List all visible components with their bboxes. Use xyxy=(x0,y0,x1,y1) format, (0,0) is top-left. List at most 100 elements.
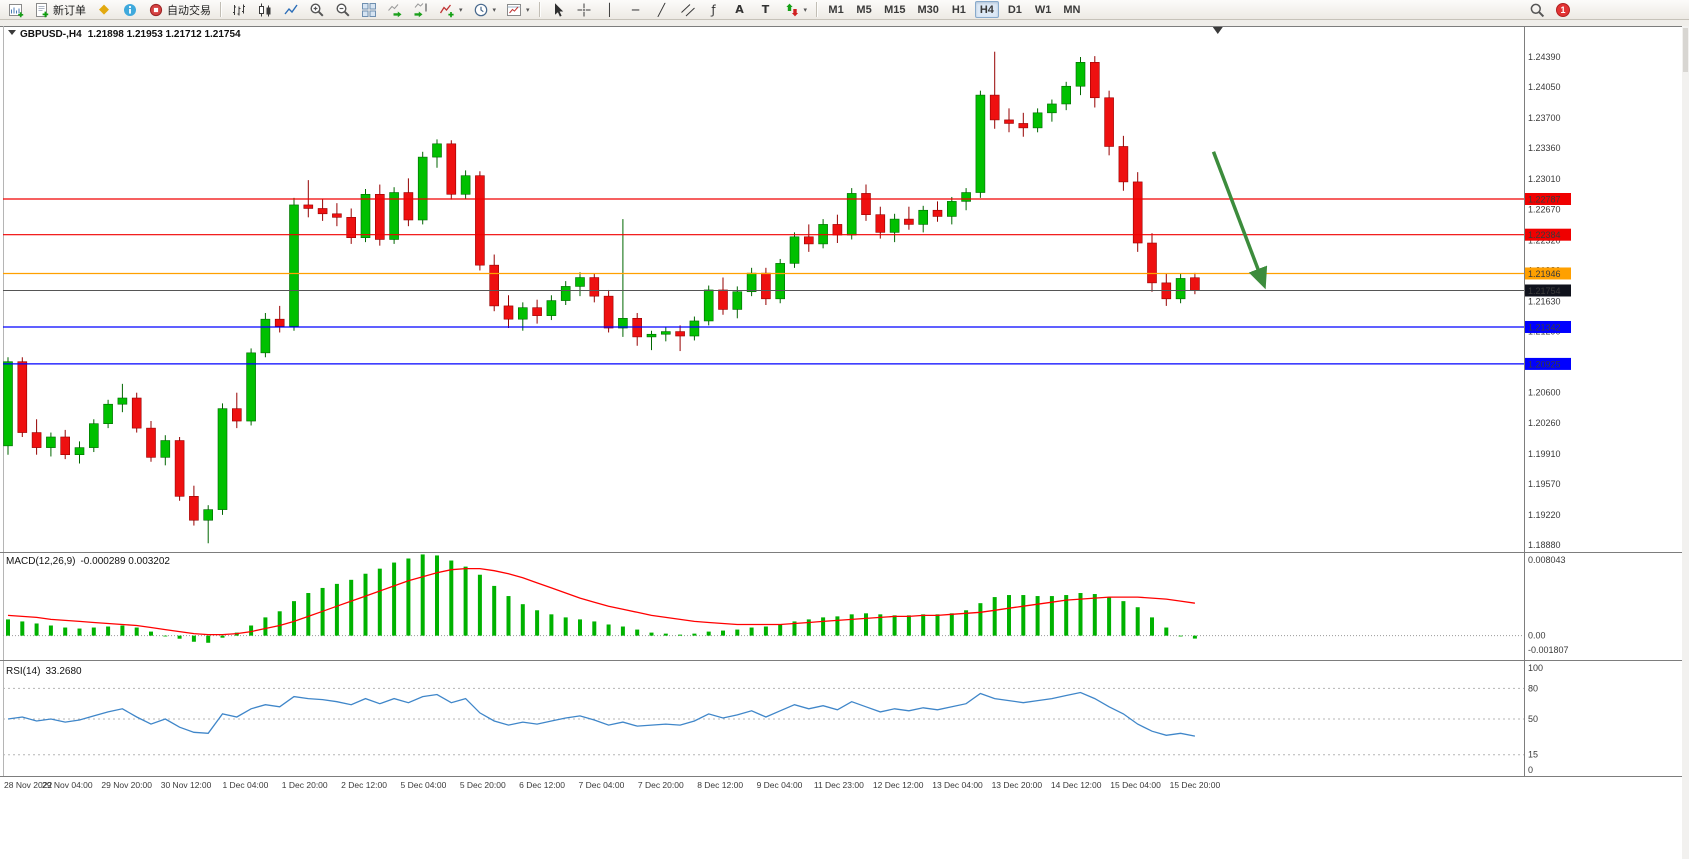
time-label: 13 Dec 20:00 xyxy=(992,780,1043,790)
tf-h4-button[interactable]: H4 xyxy=(974,1,999,18)
macd-bar xyxy=(492,585,497,636)
time-label: 5 Dec 04:00 xyxy=(400,780,446,790)
tf-m15-button[interactable]: M15 xyxy=(880,1,909,18)
macd-bar xyxy=(1049,596,1054,636)
new-order-button[interactable]: 新订单 xyxy=(30,1,90,18)
macd-bar xyxy=(392,562,397,636)
macd-bar xyxy=(563,617,568,636)
trend-arrow[interactable] xyxy=(1211,151,1268,290)
search-button[interactable] xyxy=(1525,1,1549,18)
grid-layer xyxy=(0,26,1689,859)
objects-layer[interactable] xyxy=(3,151,1524,365)
tf-m1-button[interactable]: M1 xyxy=(824,1,848,18)
macd-bar xyxy=(91,627,96,636)
time-label: 15 Dec 04:00 xyxy=(1110,780,1161,790)
candle-chart-mode-button[interactable] xyxy=(253,1,277,18)
crosshair-button[interactable] xyxy=(572,1,596,18)
tf-d1-button[interactable]: D1 xyxy=(1003,1,1027,18)
candle xyxy=(1147,242,1157,284)
macd-bar xyxy=(1121,601,1126,636)
axes-layer[interactable]: 1.24390 1.24050 1.23700 1.23360 1.23010 1.226… xyxy=(4,27,1571,790)
candle xyxy=(174,440,185,497)
macd-bar xyxy=(864,613,868,636)
dropdown-arrow-icon: ▾ xyxy=(526,6,530,14)
auto-scroll-button[interactable] xyxy=(383,1,407,18)
trendline-icon: ╱ xyxy=(657,2,666,17)
fibonacci-button[interactable]: ƒ xyxy=(702,1,726,18)
macd-bar xyxy=(349,579,354,636)
bar-chart-mode-button[interactable] xyxy=(227,1,251,18)
candle xyxy=(274,318,285,327)
text-button[interactable]: A xyxy=(728,1,752,18)
vertical-scrollbar[interactable] xyxy=(1682,26,1689,859)
chart-shift-marker[interactable] xyxy=(1212,27,1223,34)
macd-bar xyxy=(449,560,454,636)
price-label-box xyxy=(1525,192,1571,205)
candle xyxy=(217,408,228,510)
macd-bar xyxy=(721,630,725,636)
scrollbar-thumb[interactable] xyxy=(1683,28,1688,72)
macd-bar xyxy=(406,558,411,636)
macd-bar xyxy=(620,626,625,636)
candle xyxy=(346,217,357,238)
chart-shift-button[interactable] xyxy=(409,1,433,18)
chart-area[interactable]: 1.24390 1.24050 1.23700 1.23360 1.23010 1.226… xyxy=(0,26,1689,859)
metaeditor-button[interactable]: ◆ xyxy=(92,1,116,18)
autotrading-button[interactable]: 自动交易 xyxy=(144,1,215,18)
macd-bar xyxy=(835,616,840,636)
notifications-badge[interactable]: 1 xyxy=(1556,2,1570,17)
candle xyxy=(460,175,471,195)
line-chart-mode-button[interactable] xyxy=(279,1,303,18)
time-label: 11 Dec 23:00 xyxy=(814,780,864,790)
candle xyxy=(789,236,800,264)
tf-m30-button[interactable]: M30 xyxy=(913,1,942,18)
macd-bar xyxy=(921,614,926,636)
time-label: 13 Dec 04:00 xyxy=(932,780,983,790)
tf-mn-button[interactable]: MN xyxy=(1059,1,1084,18)
macd-bar xyxy=(1135,607,1140,636)
candle xyxy=(946,201,957,217)
templates-button[interactable]: ▾ xyxy=(502,1,534,18)
dropdown-arrow-icon: ▾ xyxy=(803,6,808,14)
macd-bar xyxy=(763,626,768,636)
indicators-button[interactable]: ▾ xyxy=(435,1,467,18)
new-chart-button[interactable] xyxy=(4,1,28,18)
candle xyxy=(117,397,128,405)
equidistant-channel-button[interactable] xyxy=(676,1,700,18)
candle xyxy=(232,408,242,422)
macd-bar xyxy=(1078,593,1083,636)
price-label: 1.21342 xyxy=(1528,322,1561,332)
tf-h1-button[interactable]: H1 xyxy=(947,1,971,18)
macd-bar xyxy=(377,568,382,636)
text-label-button[interactable]: T xyxy=(754,1,778,18)
zoom-out-button[interactable] xyxy=(331,1,355,18)
macd-bar xyxy=(706,631,711,636)
one-click-trading-arrow[interactable] xyxy=(8,30,16,35)
periods-button[interactable]: ▾ xyxy=(469,1,501,18)
macd-bar xyxy=(535,610,540,636)
mql-community-button[interactable] xyxy=(118,1,142,18)
horizontal-line-button[interactable]: ─ xyxy=(624,1,648,18)
vertical-line-button[interactable]: │ xyxy=(598,1,622,18)
trendline-button[interactable]: ╱ xyxy=(650,1,674,18)
candle xyxy=(17,361,28,433)
time-label: 14 Dec 12:00 xyxy=(1051,780,1102,790)
candle xyxy=(632,317,643,338)
candle xyxy=(660,331,671,335)
tf-m5-button[interactable]: M5 xyxy=(852,1,876,18)
cursor-button[interactable] xyxy=(546,1,570,18)
candle xyxy=(289,204,299,327)
macd-bar xyxy=(477,574,482,636)
candle xyxy=(932,209,943,217)
tf-w1-button[interactable]: W1 xyxy=(1031,1,1056,18)
candle xyxy=(303,204,314,209)
candle xyxy=(875,214,886,233)
price-tick: 1.22670 xyxy=(1528,204,1561,214)
candle xyxy=(389,192,399,240)
chart-shift-icon xyxy=(413,2,429,18)
arrows-button[interactable]: ▾ xyxy=(780,1,812,18)
new-order-icon xyxy=(34,2,50,18)
zoom-in-button[interactable] xyxy=(305,1,329,18)
macd-bar xyxy=(935,614,940,636)
tile-windows-button[interactable] xyxy=(357,1,381,18)
